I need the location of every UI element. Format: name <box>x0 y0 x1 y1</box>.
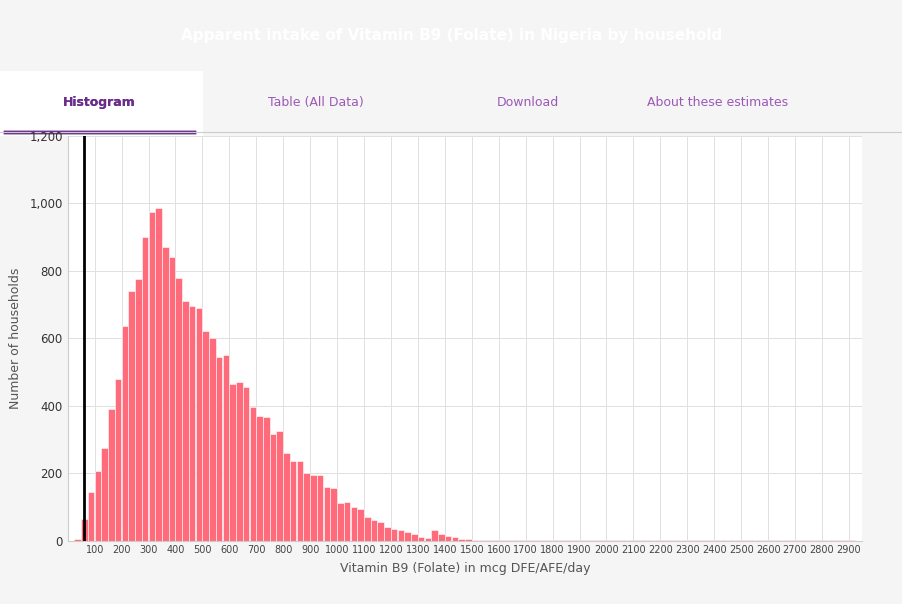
Bar <box>336 504 344 541</box>
Bar <box>87 492 95 541</box>
Y-axis label: Number of households: Number of households <box>9 268 23 409</box>
Bar <box>101 448 108 541</box>
Bar <box>276 431 282 541</box>
Bar <box>350 507 356 541</box>
Text: Table (All Data): Table (All Data) <box>268 96 364 109</box>
Bar <box>330 488 336 541</box>
Bar <box>437 534 444 541</box>
Text: Download: Download <box>497 96 558 109</box>
Bar <box>309 475 317 541</box>
Bar <box>431 530 437 541</box>
Bar <box>364 517 370 541</box>
Bar <box>74 539 81 541</box>
Bar <box>397 530 404 541</box>
Bar <box>155 208 161 541</box>
Bar <box>256 416 262 541</box>
Bar <box>148 212 155 541</box>
Bar <box>445 536 451 541</box>
Bar <box>297 461 303 541</box>
Bar <box>175 277 182 541</box>
Bar <box>465 539 471 541</box>
Text: Apparent intake of Vitamin B9 (Folate) in Nigeria by household: Apparent intake of Vitamin B9 (Folate) i… <box>180 28 722 43</box>
Bar <box>418 537 424 541</box>
Bar <box>478 540 484 541</box>
Bar <box>290 461 296 541</box>
Bar <box>410 534 418 541</box>
Bar <box>317 475 323 541</box>
Bar <box>229 384 235 541</box>
Bar <box>128 291 134 541</box>
Bar <box>122 326 128 541</box>
Bar <box>323 487 330 541</box>
Bar <box>404 532 410 541</box>
Bar <box>377 522 383 541</box>
Bar <box>283 453 290 541</box>
Bar <box>209 338 216 541</box>
Bar <box>249 407 256 541</box>
Bar <box>169 257 175 541</box>
Bar <box>243 387 249 541</box>
Bar <box>492 540 498 541</box>
Bar <box>344 502 350 541</box>
Bar <box>391 528 397 541</box>
Bar <box>202 332 208 541</box>
Bar <box>384 527 391 541</box>
Bar <box>357 509 364 541</box>
Bar <box>81 519 87 541</box>
Bar <box>235 382 243 541</box>
Bar <box>216 357 222 541</box>
Text: About these estimates: About these estimates <box>647 96 787 109</box>
Bar <box>182 301 189 541</box>
Bar <box>424 538 430 541</box>
X-axis label: Vitamin B9 (Folate) in mcg DFE/AFE/day: Vitamin B9 (Folate) in mcg DFE/AFE/day <box>339 562 590 576</box>
Bar <box>270 434 276 541</box>
Bar <box>262 417 269 541</box>
Bar <box>95 472 101 541</box>
Bar <box>196 308 202 541</box>
Bar <box>371 521 377 541</box>
Text: Histogram: Histogram <box>63 96 135 109</box>
FancyBboxPatch shape <box>0 71 203 136</box>
Bar <box>161 247 169 541</box>
Bar <box>108 409 115 541</box>
Text: Histogram: Histogram <box>63 96 135 109</box>
Bar <box>458 539 465 541</box>
Bar <box>451 537 457 541</box>
Bar <box>471 539 478 541</box>
Bar <box>189 306 195 541</box>
Bar <box>135 279 142 541</box>
Bar <box>303 473 309 541</box>
Bar <box>142 237 148 541</box>
Bar <box>484 540 492 541</box>
Bar <box>115 379 121 541</box>
Bar <box>223 355 229 541</box>
